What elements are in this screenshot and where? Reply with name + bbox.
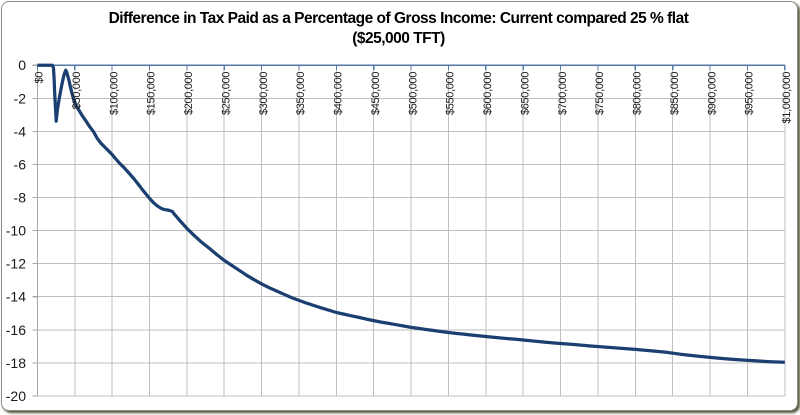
svg-text:$250,000: $250,000 xyxy=(220,72,232,115)
svg-text:$950,000: $950,000 xyxy=(744,72,756,115)
svg-text:-4: -4 xyxy=(14,123,27,139)
svg-text:-10: -10 xyxy=(6,223,26,239)
svg-text:-6: -6 xyxy=(14,156,27,172)
svg-text:-2: -2 xyxy=(14,90,27,106)
svg-text:$500,000: $500,000 xyxy=(407,72,419,115)
svg-text:-14: -14 xyxy=(6,289,26,305)
svg-text:$650,000: $650,000 xyxy=(519,72,531,115)
svg-text:-16: -16 xyxy=(6,322,26,338)
svg-text:$800,000: $800,000 xyxy=(632,72,644,115)
svg-text:$600,000: $600,000 xyxy=(482,72,494,115)
svg-text:$200,000: $200,000 xyxy=(183,72,195,115)
svg-text:$900,000: $900,000 xyxy=(706,72,718,115)
svg-text:0: 0 xyxy=(18,57,26,73)
svg-text:$400,000: $400,000 xyxy=(333,72,345,115)
svg-text:$300,000: $300,000 xyxy=(258,72,270,115)
svg-text:$550,000: $550,000 xyxy=(445,72,457,115)
svg-text:-12: -12 xyxy=(6,256,26,272)
svg-text:$850,000: $850,000 xyxy=(669,72,681,115)
svg-text:$750,000: $750,000 xyxy=(594,72,606,115)
svg-text:$50,000: $50,000 xyxy=(71,72,83,110)
svg-text:-18: -18 xyxy=(6,355,26,371)
svg-text:$700,000: $700,000 xyxy=(557,72,569,115)
svg-text:$0: $0 xyxy=(34,72,46,84)
svg-text:$100,000: $100,000 xyxy=(108,72,120,115)
svg-text:-20: -20 xyxy=(6,388,26,404)
svg-text:-8: -8 xyxy=(14,190,27,206)
svg-text:$1,000,000: $1,000,000 xyxy=(781,72,793,124)
svg-text:$150,000: $150,000 xyxy=(146,72,158,115)
svg-text:$450,000: $450,000 xyxy=(370,72,382,115)
svg-text:$350,000: $350,000 xyxy=(295,72,307,115)
